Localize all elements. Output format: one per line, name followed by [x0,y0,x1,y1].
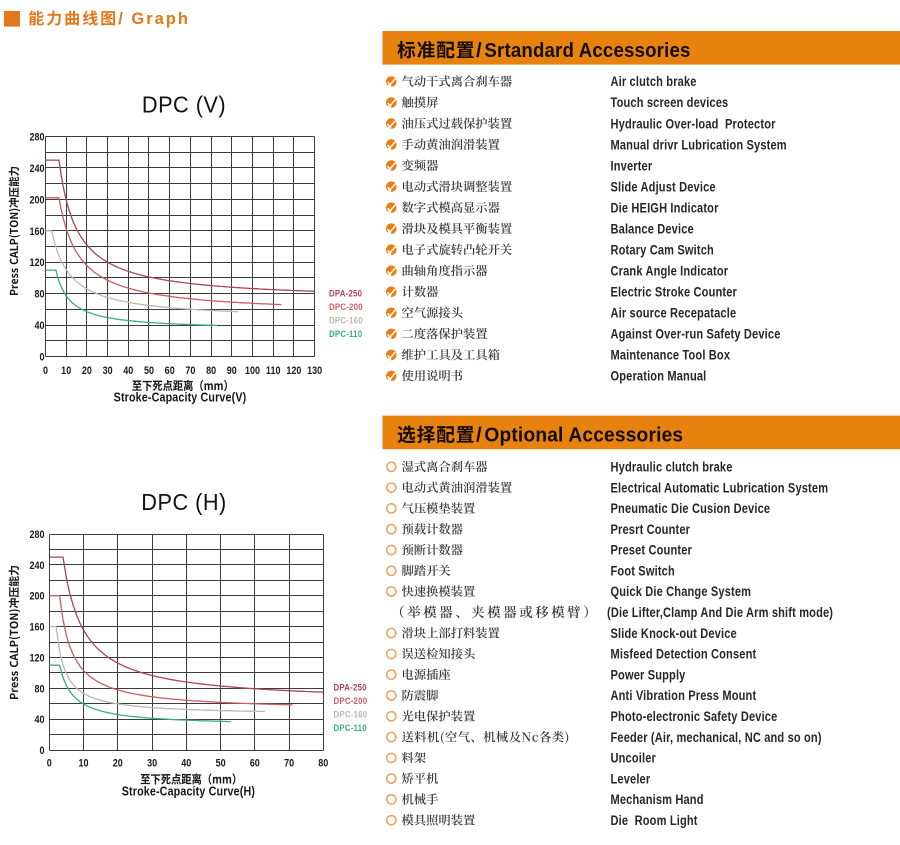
svg-text:Power Supply: Power Supply [611,667,686,683]
svg-text:Uncoiler: Uncoiler [611,750,657,766]
svg-text:80: 80 [318,758,328,770]
svg-text:Against Over-run Safety Device: Against Over-run Safety Device [611,326,781,342]
svg-text:Photo-electronic Safety Device: Photo-electronic Safety Device [611,709,778,725]
svg-text:240: 240 [29,163,44,175]
svg-text:70: 70 [185,365,195,377]
svg-text:Presrt Counter: Presrt Counter [611,522,691,538]
svg-text:80: 80 [206,365,216,377]
svg-text:40: 40 [34,714,44,726]
svg-text:Anti Vibration Press Mount: Anti Vibration Press Mount [611,688,757,704]
svg-text:280: 280 [29,529,44,541]
svg-text:100: 100 [245,365,260,377]
svg-text:/ Graph: / Graph [118,10,190,28]
svg-text:280: 280 [29,132,44,144]
svg-text:Hydraulic Over-load Protector: Hydraulic Over-load Protector [611,116,776,132]
svg-text:Inverter: Inverter [611,158,653,174]
svg-text:Air clutch brake: Air clutch brake [611,74,697,90]
svg-text:DPC-160: DPC-160 [334,709,368,720]
svg-text:160: 160 [29,226,44,238]
svg-text:Srtandard Accessories: Srtandard Accessories [484,39,690,62]
svg-text:Quick Die Change System: Quick Die Change System [611,584,752,600]
svg-text:Leveler: Leveler [611,771,651,787]
svg-text:Preset Counter: Preset Counter [611,542,692,558]
svg-text:Stroke-Capacity Curve(V): Stroke-Capacity Curve(V) [114,389,247,404]
svg-text:10: 10 [78,758,88,770]
svg-text:90: 90 [227,365,237,377]
svg-text:DPC-200: DPC-200 [334,695,368,706]
svg-text:120: 120 [29,257,44,269]
svg-text:(Die Lifter,Clamp And Die Arm: (Die Lifter,Clamp And Die Arm shift mode… [607,605,833,621]
svg-text:200: 200 [29,195,44,207]
svg-text:40: 40 [123,365,133,377]
svg-text:DPC (H): DPC (H) [141,489,226,515]
svg-text:DPC-110: DPC-110 [329,328,362,339]
svg-text:20: 20 [113,758,123,770]
svg-text:80: 80 [34,289,44,301]
svg-text:70: 70 [284,758,294,770]
svg-text:Die HEIGH Indicator: Die HEIGH Indicator [611,200,719,216]
svg-text:Touch screen devices: Touch screen devices [611,95,729,111]
svg-text:50: 50 [144,365,154,377]
svg-text:Optional Accessories: Optional Accessories [484,424,683,447]
svg-text:DPA-250: DPA-250 [329,288,362,299]
svg-text:DPA-250: DPA-250 [334,682,367,693]
svg-text:Pneumatic Die Cusion Device: Pneumatic Die Cusion Device [611,501,771,517]
svg-text:Feeder (Air, mechanical, NC an: Feeder (Air, mechanical, NC and so on) [611,730,822,746]
svg-text:10: 10 [61,365,71,377]
svg-text:60: 60 [165,365,175,377]
svg-text:160: 160 [29,622,44,634]
svg-text:DPC (V): DPC (V) [142,92,226,118]
svg-text:120: 120 [29,653,44,665]
svg-text:DPC-200: DPC-200 [329,301,363,312]
svg-text:Electrical Automatic Lubricati: Electrical Automatic Lubrication System [611,480,829,496]
svg-text:/: / [476,39,482,62]
svg-text:Foot Switch: Foot Switch [611,563,675,579]
svg-text:Electric Stroke Counter: Electric Stroke Counter [611,284,738,300]
svg-text:Slide Adjust Device: Slide Adjust Device [611,179,716,195]
svg-text:Misfeed Detection Consent: Misfeed Detection Consent [611,646,757,662]
svg-text:60: 60 [250,758,260,770]
svg-text:Mechanism Hand: Mechanism Hand [611,792,704,808]
svg-text:Slide Knock-out Device: Slide Knock-out Device [611,626,737,642]
svg-text:Balance Device: Balance Device [611,221,694,237]
svg-text:DPC-110: DPC-110 [334,722,367,733]
svg-text:Hydraulic clutch brake: Hydraulic clutch brake [611,459,733,475]
svg-text:120: 120 [286,365,301,377]
svg-text:20: 20 [82,365,92,377]
svg-text:30: 30 [103,365,113,377]
svg-text:30: 30 [147,758,157,770]
svg-text:Stroke-Capacity Curve(H): Stroke-Capacity Curve(H) [122,783,255,798]
svg-text:0: 0 [47,758,52,770]
svg-text:0: 0 [43,365,48,377]
svg-text:0: 0 [39,352,44,364]
svg-text:DPC-160: DPC-160 [329,315,363,326]
svg-text:/: / [476,424,482,447]
svg-text:Operation Manual: Operation Manual [611,368,707,384]
svg-text:Crank Angle Indicator: Crank Angle Indicator [611,263,729,279]
svg-text:130: 130 [307,365,322,377]
svg-text:200: 200 [29,591,44,603]
svg-text:110: 110 [266,365,281,377]
svg-text:40: 40 [181,758,191,770]
svg-text:Rotary Cam Switch: Rotary Cam Switch [611,242,714,258]
svg-text:Maintenance Tool Box: Maintenance Tool Box [611,347,731,363]
svg-text:50: 50 [216,758,226,770]
svg-text:40: 40 [34,320,44,332]
svg-text:Manual drivr Lubrication Syste: Manual drivr Lubrication System [611,137,787,153]
svg-text:Die Room Light: Die Room Light [611,813,699,829]
svg-text:Air source Recepatacle: Air source Recepatacle [611,305,737,321]
svg-text:240: 240 [29,560,44,572]
svg-text:0: 0 [39,745,44,757]
svg-text:80: 80 [34,684,44,696]
